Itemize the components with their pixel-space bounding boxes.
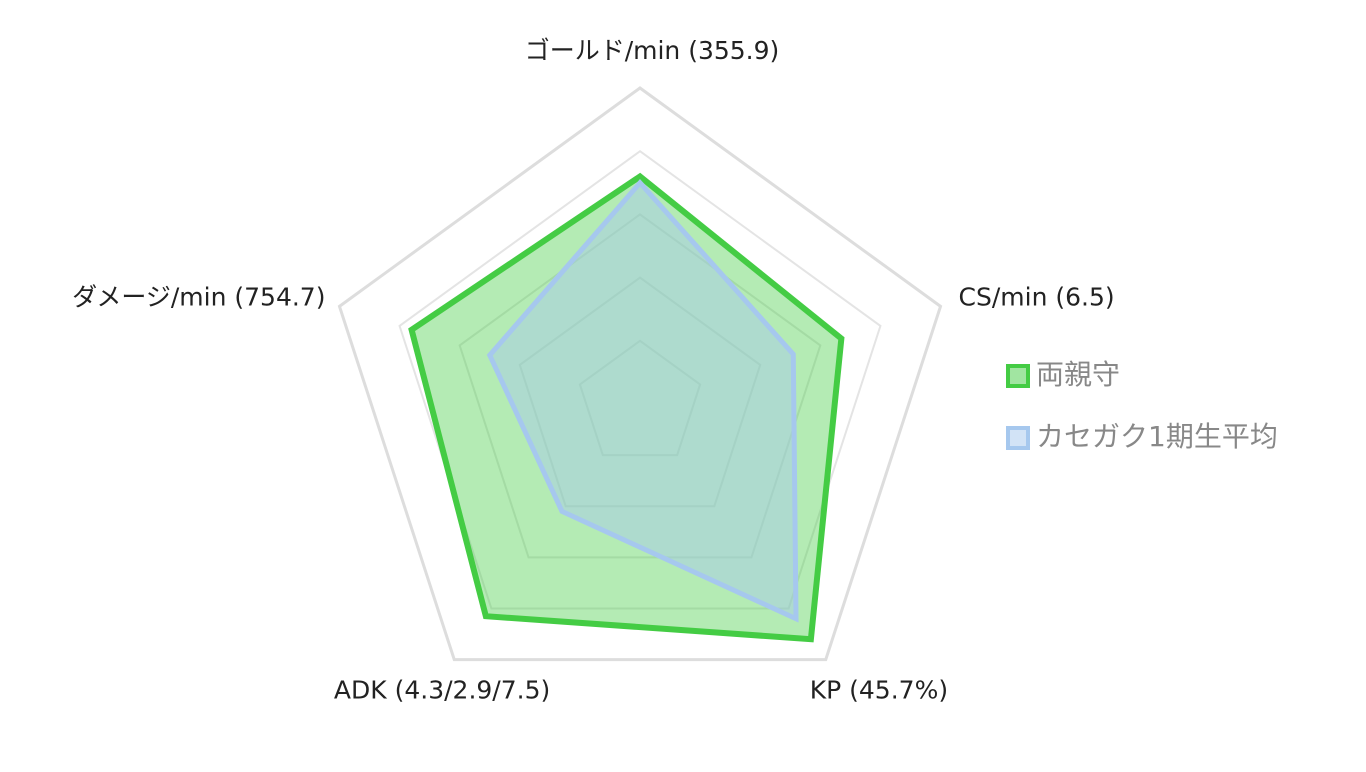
axis-label: ダメージ/min (754.7) [72, 282, 325, 311]
grid-ring [458, 213, 822, 559]
legend-swatch [1006, 426, 1030, 450]
grid-ring [337, 86, 943, 662]
series-area [408, 172, 845, 643]
legend-swatch [1006, 364, 1030, 388]
legend-label: カセガク1期生平均 [1036, 420, 1278, 453]
axis-label: CS/min (6.5) [959, 282, 1115, 311]
axis-label: ゴールド/min (355.9) [525, 36, 780, 65]
grid-ring [398, 149, 882, 610]
series-area [486, 179, 799, 623]
legend-label: 両親守 [1036, 358, 1120, 391]
grid-ring [518, 276, 762, 508]
axis-label: KP (45.7%) [810, 676, 948, 705]
axis-label: ADK (4.3/2.9/7.5) [334, 676, 550, 705]
grid-ring [578, 339, 702, 457]
